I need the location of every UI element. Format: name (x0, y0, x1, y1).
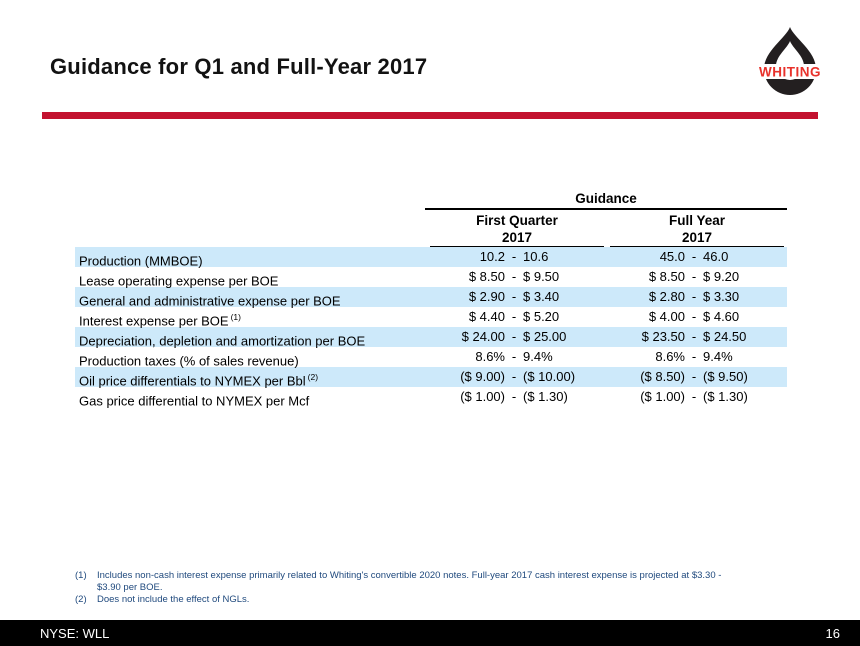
footnotes: (1) Includes non-cash interest expense p… (75, 570, 755, 606)
column-header-line2: 2017 (681, 230, 713, 245)
q1-range: $ 2.90- $ 3.40 (468, 289, 560, 304)
fy-range: 45.0-46.0 (659, 249, 729, 264)
row-label: Gas price differential to NYMEX per Mcf (79, 393, 310, 409)
guidance-table: Guidance First Quarter 2017 Full Year 20… (75, 190, 787, 408)
table-column-header-row: First Quarter 2017 Full Year 2017 (75, 210, 787, 247)
row-label: Production (MMBOE) (79, 253, 203, 269)
q1-range: $ 4.40- $ 5.20 (468, 309, 560, 324)
q1-range: ($ 1.00) - ($ 1.30) (460, 389, 568, 404)
row-label: General and administrative expense per B… (79, 293, 341, 309)
column-header-line1: First Quarter (476, 213, 558, 228)
page-number: 16 (825, 625, 840, 641)
table-row: Production (MMBOE) 10.2-10.6 45.0-46.0 (75, 247, 787, 268)
q1-range: ($ 9.00) - ($ 10.00) (460, 369, 576, 384)
q1-range: $ 8.50- $ 9.50 (468, 269, 560, 284)
whiting-logo: WHITING (750, 26, 830, 96)
row-label: Oil price differentials to NYMEX per Bbl… (79, 372, 319, 389)
footnote-number: (1) (75, 570, 87, 581)
column-header-first-quarter: First Quarter 2017 (427, 210, 607, 247)
q1-range: 10.2-10.6 (479, 249, 549, 264)
fy-range: ($ 8.50) - ($ 9.50) (640, 369, 748, 384)
row-label: Depreciation, depletion and amortization… (79, 333, 366, 349)
row-label: Interest expense per BOE (1) (79, 312, 241, 329)
table-row: General and administrative expense per B… (75, 287, 787, 308)
q1-range: 8.6% -9.4% (475, 349, 553, 364)
footnote-1: (1) Includes non-cash interest expense p… (75, 570, 755, 594)
fy-range: $ 4.00- $ 4.60 (648, 309, 740, 324)
oil-drop-icon: WHITING (750, 27, 830, 95)
table-row: Gas price differential to NYMEX per Mcf … (75, 387, 787, 408)
table-row: Interest expense per BOE (1) $ 4.40- $ 5.2… (75, 307, 787, 328)
ticker-label: NYSE: WLL (40, 625, 110, 641)
table-row: Oil price differentials to NYMEX per Bbl… (75, 367, 787, 388)
spacer-cell (75, 210, 427, 247)
fy-range: $ 23.50- $ 24.50 (641, 329, 747, 344)
guidance-header: Guidance (425, 190, 787, 210)
footnote-text: Includes non-cash interest expense prima… (97, 570, 722, 593)
table-guidance-header-row: Guidance (75, 190, 787, 210)
spacer-cell (75, 190, 425, 210)
column-header-full-year: Full Year 2017 (607, 210, 787, 247)
footnote-number: (2) (75, 594, 87, 605)
q1-range: $ 24.00- $ 25.00 (461, 329, 567, 344)
footer-bar: NYSE: WLL 16 (0, 620, 860, 646)
column-header-line2: 2017 (501, 230, 533, 245)
table-row: Production taxes (% of sales revenue) 8.… (75, 347, 787, 368)
row-label: Lease operating expense per BOE (79, 273, 279, 289)
row-label: Production taxes (% of sales revenue) (79, 353, 299, 369)
column-header-line1: Full Year (668, 213, 726, 228)
fy-range: $ 8.50- $ 9.20 (648, 269, 740, 284)
table-row: Depreciation, depletion and amortization… (75, 327, 787, 348)
title-underline-rule (42, 112, 818, 119)
page-title: Guidance for Q1 and Full-Year 2017 (50, 54, 428, 79)
footnote-2: (2) Does not include the effect of NGLs. (75, 594, 755, 606)
footnote-text: Does not include the effect of NGLs. (97, 594, 250, 605)
logo-text: WHITING (759, 65, 821, 80)
fy-range: 8.6% -9.4% (655, 349, 733, 364)
fy-range: $ 2.80- $ 3.30 (648, 289, 740, 304)
table-row: Lease operating expense per BOE $ 8.50- $… (75, 267, 787, 288)
fy-range: ($ 1.00) - ($ 1.30) (640, 389, 748, 404)
